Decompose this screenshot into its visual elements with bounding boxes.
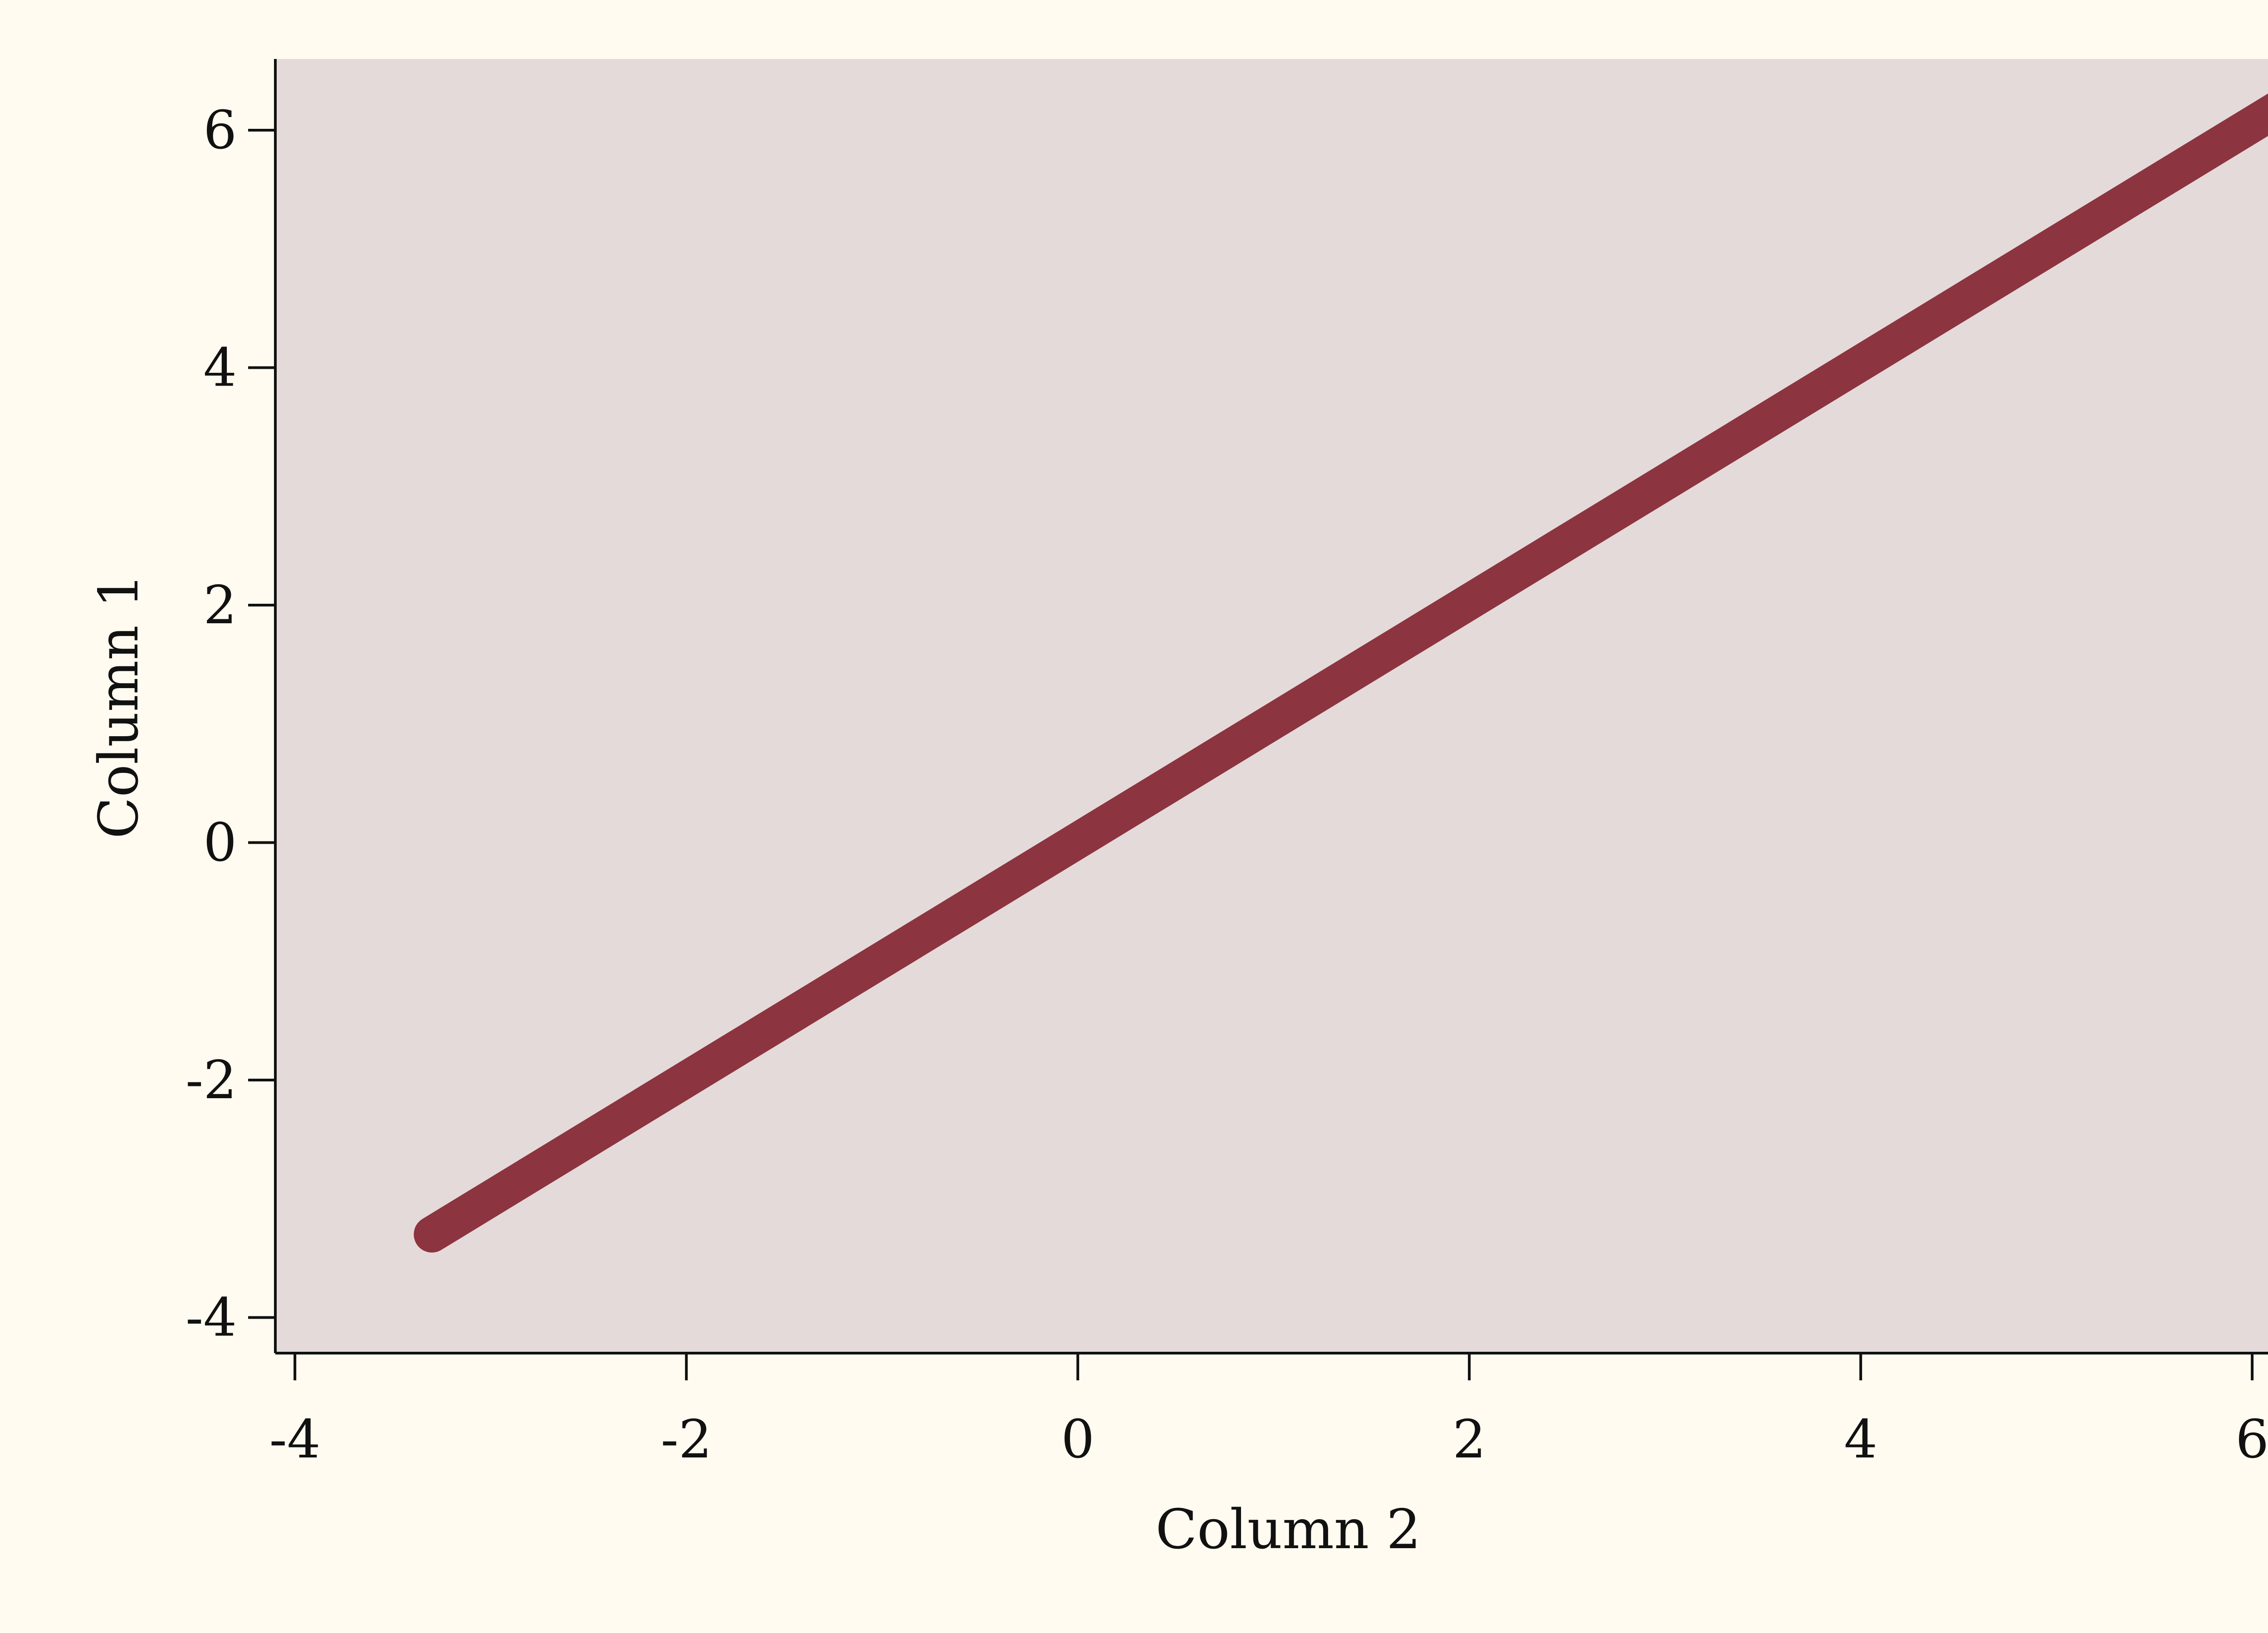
x-tick-label: 2 — [1452, 1409, 1486, 1470]
x-tick-label: -2 — [661, 1409, 712, 1470]
x-tick-label: 4 — [1844, 1409, 1877, 1470]
y-tick-label: 0 — [203, 812, 237, 874]
y-tick-label: 2 — [203, 575, 237, 636]
y-tick-label: 4 — [203, 337, 237, 399]
y-tick-label: -2 — [186, 1050, 237, 1111]
x-tick-label: -4 — [269, 1409, 321, 1470]
series-layer — [414, 93, 2268, 1253]
y-tick-label: 6 — [203, 100, 237, 161]
x-axis-title: Column 2 — [1155, 1498, 1421, 1561]
x-tick-label: 0 — [1061, 1409, 1095, 1470]
x-axis-ticks: -4 -2 0 2 4 6 — [269, 1353, 2268, 1470]
y-axis-title: Column 1 — [88, 573, 151, 839]
y-tick-label: -4 — [186, 1287, 237, 1348]
y-axis-ticks: -4 -2 0 2 4 6 — [186, 100, 275, 1348]
series-line — [414, 93, 2268, 1253]
x-tick-label: 6 — [2235, 1409, 2268, 1470]
